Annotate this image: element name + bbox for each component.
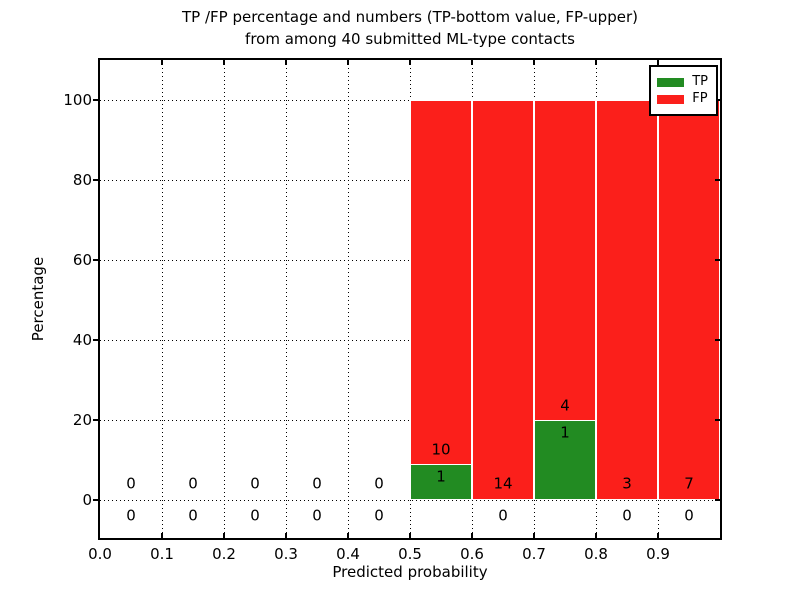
fp-count-label: 0 [312, 474, 322, 493]
tp-count-label: 0 [498, 506, 508, 525]
fp-count-label: 7 [684, 474, 694, 493]
grid-line-vertical [162, 60, 163, 538]
x-tick-bottom [223, 533, 225, 538]
grid-line-vertical [348, 60, 349, 538]
y-tick-left [93, 419, 98, 421]
fp-bar [472, 100, 534, 500]
y-tick-right [715, 419, 720, 421]
tp-swatch-icon [657, 77, 685, 87]
tp-bar [534, 420, 596, 500]
fp-count-label: 10 [431, 440, 451, 459]
x-tick-label: 0.4 [336, 545, 360, 563]
x-tick-top [595, 60, 597, 65]
x-tick-label: 0.3 [274, 545, 298, 563]
x-tick-bottom [657, 533, 659, 538]
fp-swatch-icon [657, 94, 685, 104]
x-tick-label: 0.1 [150, 545, 174, 563]
y-tick-right [715, 499, 720, 501]
x-tick-bottom [347, 533, 349, 538]
fp-bar [410, 100, 472, 500]
legend-entry-tp: TP [657, 75, 708, 89]
tp-count-label: 0 [126, 506, 136, 525]
y-tick-label: 0 [82, 491, 92, 509]
tp-count-label: 0 [250, 506, 260, 525]
y-tick-label: 80 [72, 171, 92, 189]
legend-entry-fp: FP [657, 92, 708, 106]
x-tick-top [223, 60, 225, 65]
x-tick-label: 0.0 [88, 545, 112, 563]
plot-area: TP FP 0 0 0 0 0 0 0 0 0 0 10 1 14 0 4 1 3 0 7 0 [93, 58, 722, 540]
x-tick-label: 0.7 [522, 545, 546, 563]
y-tick-left [93, 499, 98, 501]
fp-count-label: 3 [622, 474, 632, 493]
grid-line-vertical [224, 60, 225, 538]
x-tick-top [409, 60, 411, 65]
fp-bar [658, 100, 720, 500]
x-tick-bottom [161, 533, 163, 538]
x-tick-top [533, 60, 535, 65]
y-tick-label: 100 [63, 91, 92, 109]
x-tick-top [657, 60, 659, 65]
fp-bar [596, 100, 658, 500]
tp-count-label: 1 [436, 467, 446, 486]
chart-title: TP /FP percentage and numbers (TP-bottom… [100, 6, 720, 50]
fp-count-label: 0 [250, 474, 260, 493]
fp-count-label: 0 [126, 474, 136, 493]
legend-label-fp: FP [692, 91, 708, 106]
chart-title-line1: TP /FP percentage and numbers (TP-bottom… [182, 8, 638, 26]
grid-line-vertical [286, 60, 287, 538]
y-tick-left [93, 99, 98, 101]
fp-count-label: 0 [374, 474, 384, 493]
y-tick-right [715, 339, 720, 341]
x-tick-top [285, 60, 287, 65]
y-tick-label: 60 [72, 251, 92, 269]
y-tick-right [715, 179, 720, 181]
x-tick-label: 0.2 [212, 545, 236, 563]
y-tick-left [93, 339, 98, 341]
y-tick-right [715, 259, 720, 261]
x-tick-label: 0.9 [646, 545, 670, 563]
fp-count-label: 0 [188, 474, 198, 493]
tp-count-label: 0 [374, 506, 384, 525]
tp-count-label: 0 [188, 506, 198, 525]
x-tick-label: 0.6 [460, 545, 484, 563]
x-tick-top [471, 60, 473, 65]
tp-count-label: 0 [622, 506, 632, 525]
fp-count-label: 4 [560, 396, 570, 415]
x-tick-bottom [533, 533, 535, 538]
x-tick-top [347, 60, 349, 65]
x-tick-bottom [471, 533, 473, 538]
legend: TP FP [649, 65, 718, 116]
x-tick-label: 0.5 [398, 545, 422, 563]
tp-count-label: 1 [560, 423, 570, 442]
x-tick-bottom [285, 533, 287, 538]
x-axis-label: Predicted probability [332, 563, 488, 581]
fp-count-label: 14 [493, 474, 513, 493]
x-tick-bottom [409, 533, 411, 538]
chart-title-line2: from among 40 submitted ML-type contacts [245, 30, 575, 48]
tp-count-label: 0 [684, 506, 694, 525]
x-tick-label: 0.8 [584, 545, 608, 563]
x-tick-top [161, 60, 163, 65]
tp-bar [410, 463, 472, 500]
y-tick-left [93, 259, 98, 261]
tp-count-label: 0 [312, 506, 322, 525]
y-tick-label: 20 [72, 411, 92, 429]
legend-label-tp: TP [692, 74, 708, 89]
y-tick-label: 40 [72, 331, 92, 349]
y-tick-left [93, 179, 98, 181]
x-tick-bottom [595, 533, 597, 538]
